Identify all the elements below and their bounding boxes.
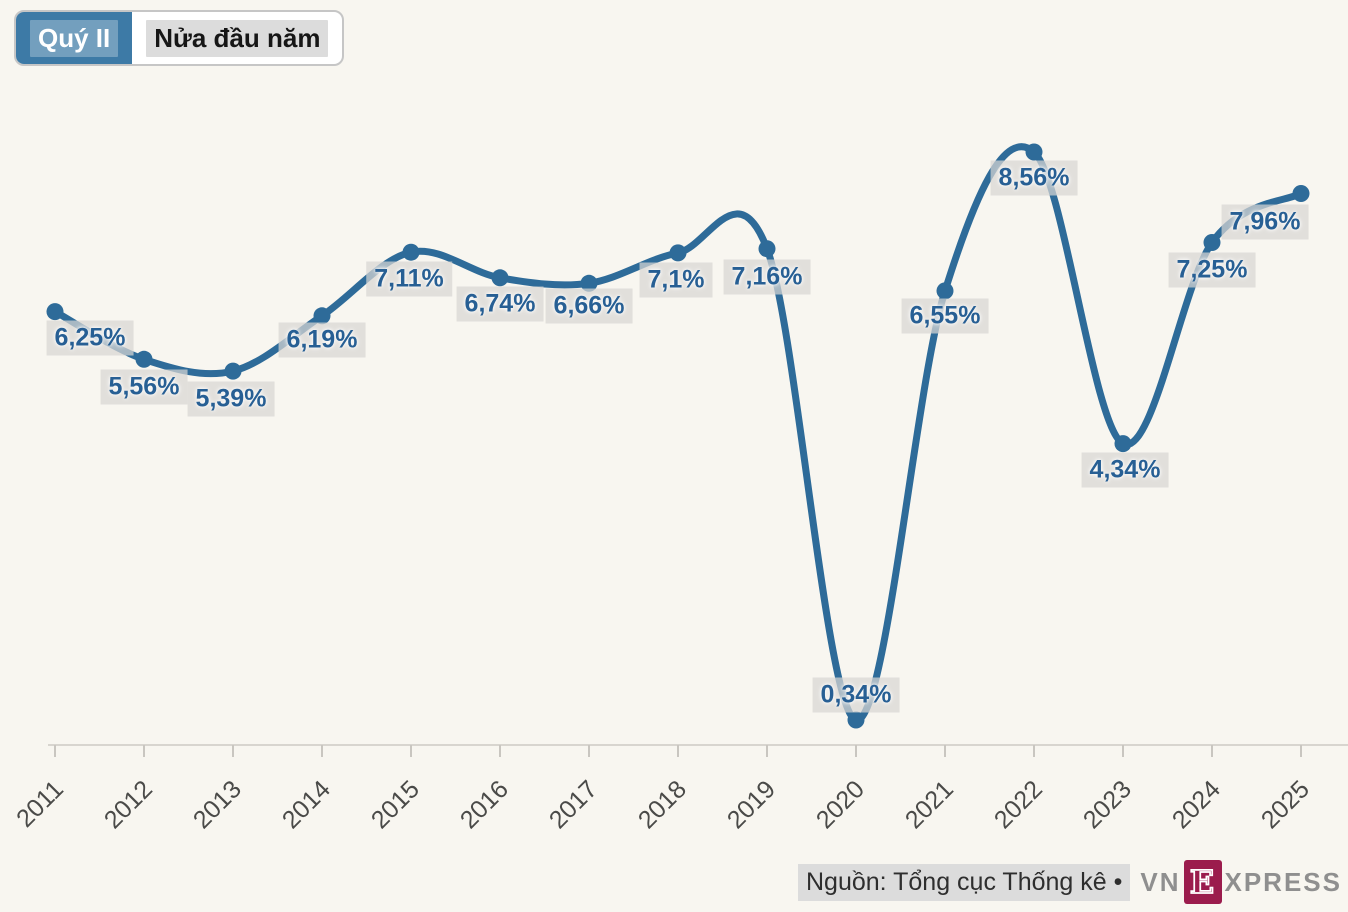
data-point	[847, 711, 865, 729]
data-point-label: 5,56%	[100, 369, 188, 405]
tab-quy-ii-label: Quý II	[30, 19, 119, 57]
data-point	[580, 274, 598, 292]
data-point	[1025, 143, 1043, 161]
source-text: Nguồn: Tổng cục Thống kê •	[798, 863, 1131, 901]
logo-e-icon: E	[1183, 860, 1222, 904]
data-point-label: 0,34%	[812, 677, 900, 713]
tab-nua-dau-nam[interactable]: Nửa đầu năm	[132, 12, 342, 64]
data-point	[669, 244, 687, 262]
data-point-label: 6,74%	[456, 286, 544, 322]
svg-text:E: E	[1189, 863, 1215, 901]
period-tabs: Quý II Nửa đầu năm	[14, 10, 345, 66]
data-point-label: 7,96%	[1221, 204, 1309, 240]
data-point	[1292, 185, 1310, 202]
data-point	[936, 282, 954, 300]
data-point-label: 6,25%	[46, 320, 134, 356]
tab-quy-ii[interactable]: Quý II	[16, 12, 133, 64]
data-point-label: 5,39%	[187, 381, 275, 417]
data-point-label: 7,11%	[366, 261, 452, 297]
data-point-label: 6,55%	[901, 298, 989, 334]
data-point	[46, 303, 64, 321]
trend-line	[51, 143, 1305, 724]
data-point-label: 6,66%	[545, 288, 633, 324]
data-point-label: 7,16%	[723, 259, 811, 295]
data-point	[491, 269, 509, 287]
data-point	[313, 307, 331, 325]
data-point-label: 7,25%	[1168, 252, 1256, 288]
data-point	[1203, 234, 1221, 251]
data-point	[1114, 435, 1132, 453]
data-point-label: 4,34%	[1081, 452, 1169, 488]
data-point	[224, 362, 242, 380]
data-point-label: 8,56%	[990, 160, 1078, 196]
data-point-label: 6,19%	[278, 322, 366, 358]
data-point	[135, 350, 153, 368]
data-point-label: 7,1%	[639, 262, 713, 298]
logo-xpress-text: XPRESS	[1224, 866, 1342, 897]
data-point	[402, 243, 420, 261]
tab-nua-dau-nam-label: Nửa đầu năm	[146, 19, 329, 57]
logo-vn-text: VN	[1140, 866, 1181, 897]
source-credit: Nguồn: Tổng cục Thống kê • VN E XPRESS	[798, 860, 1342, 904]
vnexpress-logo: VN E XPRESS	[1140, 860, 1342, 904]
data-point	[758, 240, 776, 258]
